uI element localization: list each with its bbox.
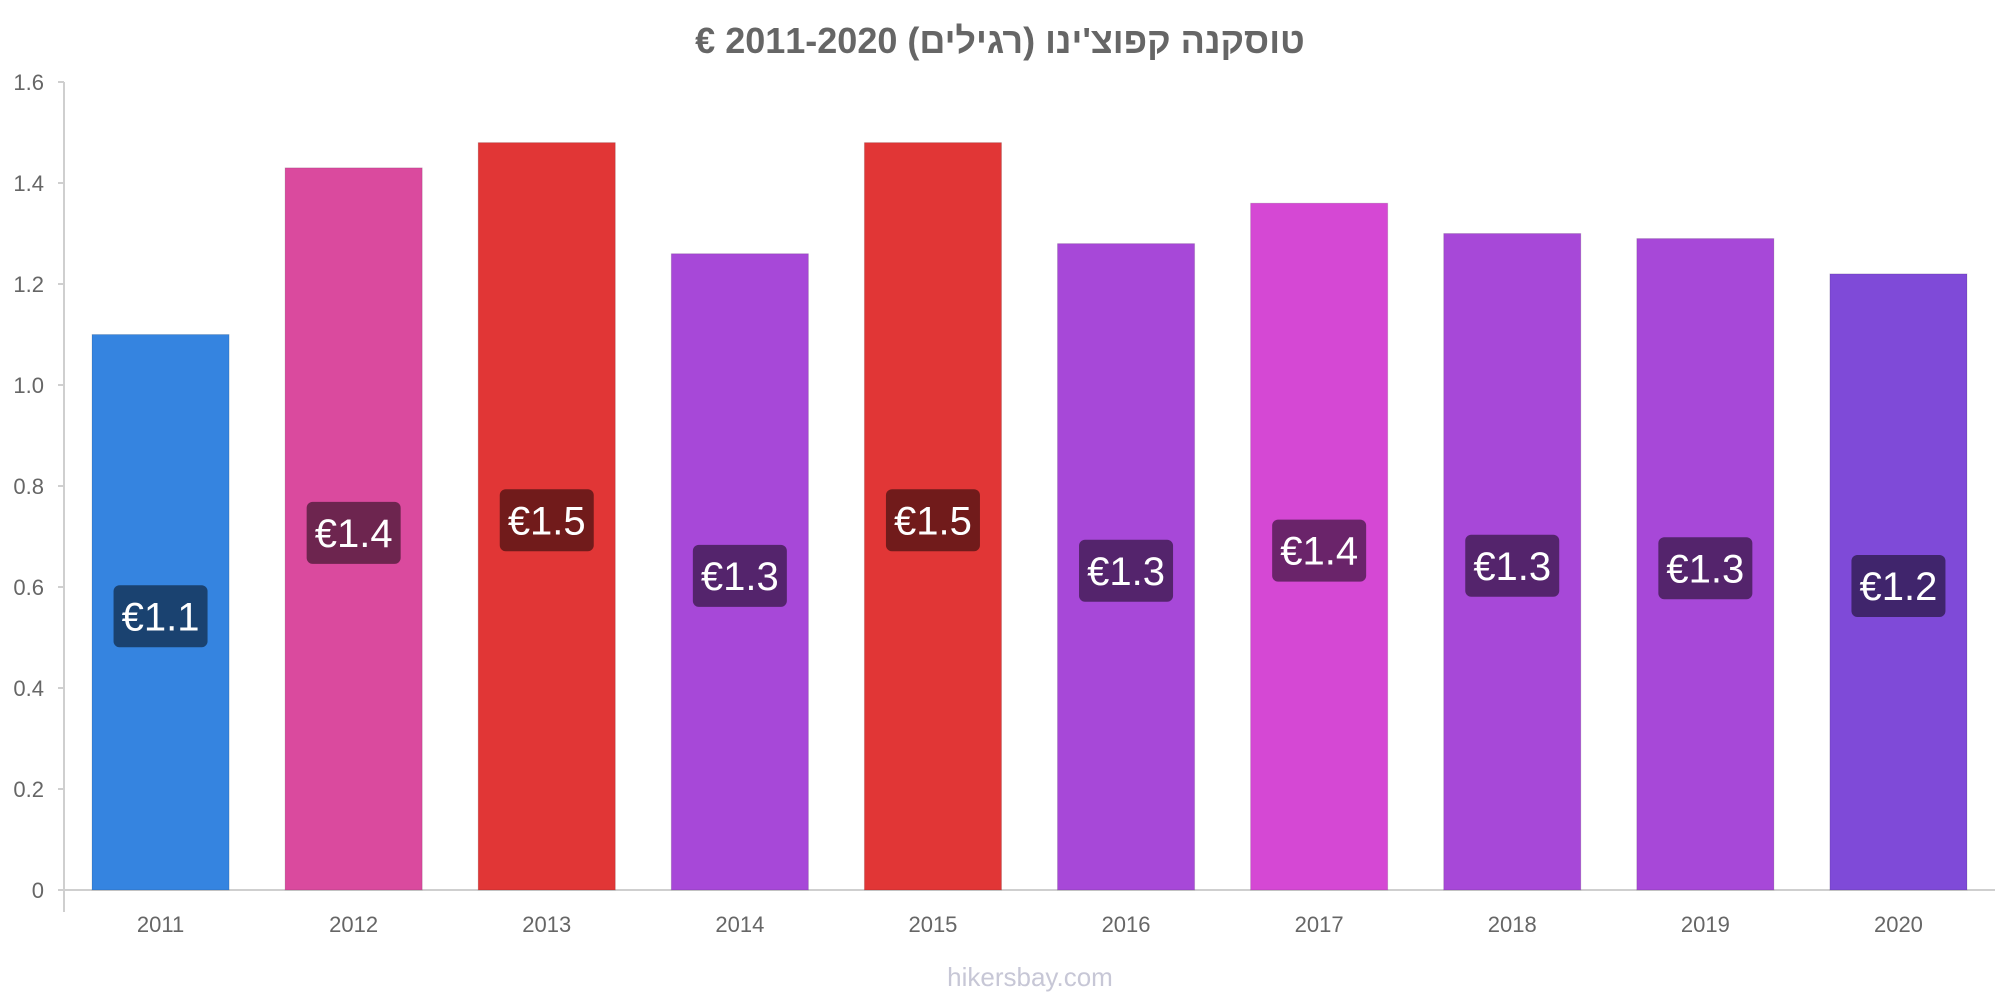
data-label: €1.2 — [1860, 565, 1938, 609]
data-label: €1.3 — [1087, 550, 1165, 594]
data-label-box — [306, 501, 401, 564]
x-tick-label: 2011 — [137, 912, 184, 937]
x-tick-label: 2013 — [522, 912, 571, 937]
x-tick-label: 2015 — [908, 912, 957, 937]
y-tick-label: 0.4 — [13, 676, 44, 701]
y-tick-label: 0.6 — [13, 575, 44, 600]
data-label: €1.5 — [508, 499, 586, 543]
data-label-box — [1272, 519, 1367, 582]
data-label: €1.5 — [894, 499, 972, 543]
x-axis-ticks: 2011 2012 2013 2014 2015 2016 2017 2018 2019 2020 — [137, 912, 1923, 937]
data-label: €1.3 — [701, 555, 779, 599]
x-tick-label: 2012 — [329, 912, 378, 937]
x-tick-label: 2020 — [1874, 912, 1923, 937]
data-label-box — [1465, 534, 1560, 597]
data-label: €1.1 — [122, 595, 200, 639]
x-tick-label: 2017 — [1295, 912, 1344, 937]
x-tick-label: 2016 — [1102, 912, 1151, 937]
data-label-box — [499, 489, 594, 552]
y-tick-label: 1.4 — [13, 171, 44, 196]
data-label: €1.3 — [1666, 547, 1744, 591]
y-tick-label: 0 — [32, 878, 44, 903]
data-label-box — [1851, 554, 1946, 617]
y-axis-ticks: 0 0.2 0.4 0.6 0.8 1.0 1.2 1.4 1.6 — [13, 70, 64, 903]
bar-series: €1.1 €1.4 €1.5 €1.3 €1.5 €1.3 €1.4 €1.3 €1.3 €1.2 — [91, 142, 1968, 891]
data-label: €1.3 — [1473, 545, 1551, 589]
x-tick-label: 2018 — [1488, 912, 1537, 937]
x-tick-label: 2019 — [1681, 912, 1730, 937]
chart-title: טוסקנה קפוצ'ינו (רגילים) 2011-2020 € — [695, 20, 1305, 61]
data-label: €1.4 — [1280, 530, 1358, 574]
x-tick-label: 2014 — [715, 912, 764, 937]
data-label: €1.4 — [315, 512, 393, 556]
watermark: hikersbay.com — [947, 962, 1113, 992]
y-tick-label: 0.8 — [13, 474, 44, 499]
y-tick-label: 1.2 — [13, 272, 44, 297]
data-label-box — [1658, 537, 1753, 600]
data-label-box — [692, 544, 787, 607]
y-tick-label: 1.0 — [13, 373, 44, 398]
y-tick-label: 1.6 — [13, 70, 44, 95]
data-label-box — [113, 585, 208, 648]
data-label-box — [885, 489, 980, 552]
y-tick-label: 0.2 — [13, 777, 44, 802]
data-label-box — [1079, 539, 1174, 602]
